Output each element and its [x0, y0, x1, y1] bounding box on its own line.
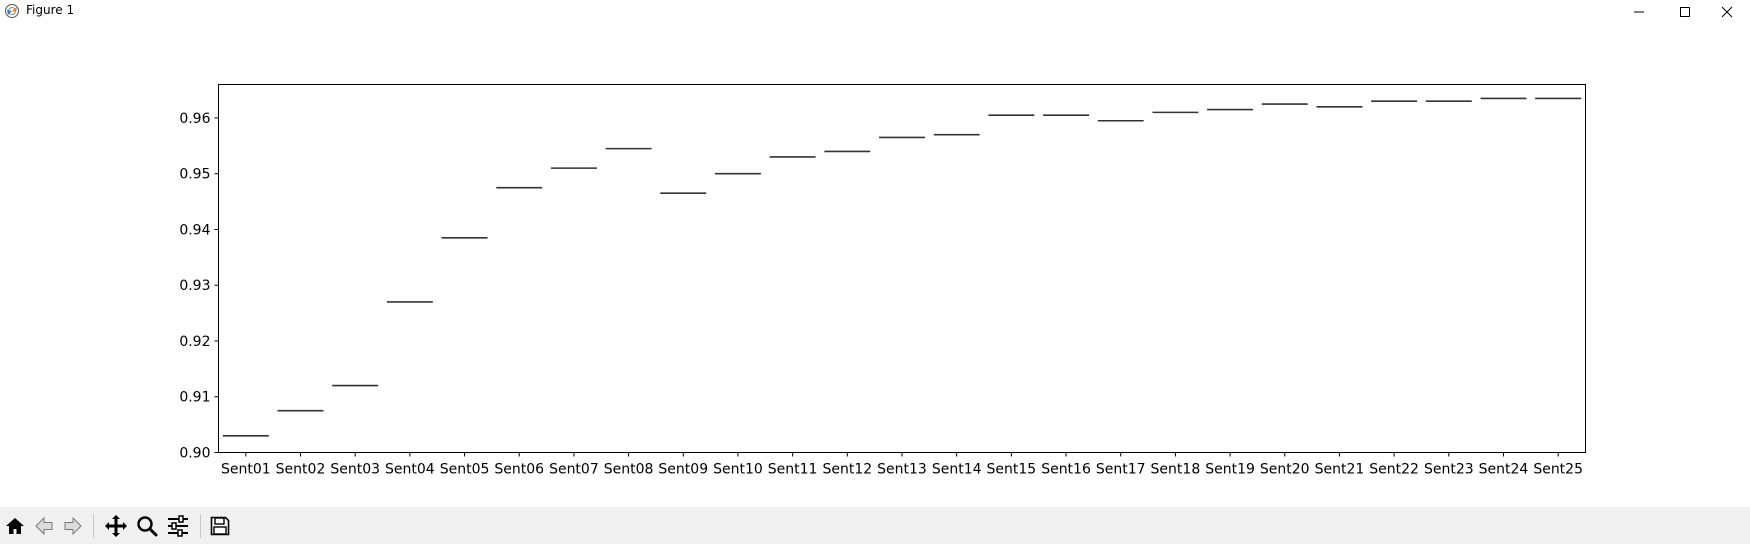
back-arrow-icon: [35, 516, 53, 536]
x-tick-label: Sent17: [1096, 462, 1146, 478]
close-icon: [1721, 6, 1733, 18]
x-tick-label: Sent23: [1424, 462, 1474, 478]
zoom-button[interactable]: [133, 512, 161, 540]
close-button[interactable]: [1704, 0, 1750, 24]
home-icon: [6, 518, 24, 534]
x-tick-label: Sent15: [987, 462, 1037, 478]
chart: 0.900.910.920.930.940.950.96 Sent01 Sent0…: [179, 84, 1586, 478]
x-tick-label: Sent01: [221, 462, 271, 478]
y-tick-label: 0.91: [179, 390, 210, 406]
window-titlebar: Figure 1: [0, 0, 1750, 24]
toolbar-separator: [200, 514, 201, 538]
plot-frame: [218, 84, 1586, 453]
x-tick-label: Sent21: [1315, 462, 1365, 478]
chart-marks: [222, 97, 1582, 437]
x-tick-label: Sent19: [1205, 462, 1255, 478]
y-tick-label: 0.96: [179, 111, 210, 127]
x-tick-label: Sent11: [768, 462, 818, 478]
x-tick-label: Sent06: [494, 462, 544, 478]
x-tick-label: Sent12: [822, 462, 872, 478]
y-tick-label: 0.95: [179, 167, 210, 183]
x-tick-label: Sent16: [1041, 462, 1091, 478]
zoom-icon: [137, 516, 158, 537]
x-tick-label: Sent22: [1369, 462, 1419, 478]
x-tick-label: Sent03: [330, 462, 380, 478]
y-tick-label: 0.90: [179, 446, 210, 462]
x-tick-label: Sent04: [385, 462, 435, 478]
toolbar-separator: [93, 514, 94, 538]
x-tick-label: Sent25: [1533, 462, 1583, 478]
home-button[interactable]: [1, 512, 29, 540]
x-tick-label: Sent07: [549, 462, 599, 478]
configure-subplots-button[interactable]: [164, 512, 192, 540]
x-tick-label: Sent10: [713, 462, 763, 478]
y-tick-label: 0.94: [179, 222, 210, 238]
forward-arrow-icon: [64, 516, 82, 536]
x-tick-label: Sent02: [276, 462, 326, 478]
x-tick-label: Sent20: [1260, 462, 1310, 478]
window-title: Figure 1: [26, 3, 75, 17]
x-tick-label: Sent09: [658, 462, 708, 478]
x-tick-label: Sent13: [877, 462, 927, 478]
maximize-button[interactable]: [1662, 0, 1708, 24]
maximize-icon: [1680, 7, 1690, 17]
minimize-icon: [1634, 11, 1644, 13]
y-tick-label: 0.92: [179, 334, 210, 350]
save-button[interactable]: [206, 512, 234, 540]
minimize-button[interactable]: [1616, 0, 1662, 24]
x-tick-label: Sent18: [1151, 462, 1201, 478]
configure-subplots-icon: [168, 515, 188, 537]
pan-button[interactable]: [102, 512, 130, 540]
x-tick-label: Sent08: [604, 462, 654, 478]
x-tick-label: Sent14: [932, 462, 982, 478]
pan-icon: [105, 515, 127, 537]
back-button[interactable]: [30, 512, 58, 540]
save-icon: [210, 516, 230, 536]
matplotlib-icon: [5, 4, 19, 18]
forward-button[interactable]: [59, 512, 87, 540]
navigation-toolbar: [0, 507, 1750, 544]
x-tick-label: Sent05: [440, 462, 490, 478]
x-tick-label: Sent24: [1479, 462, 1529, 478]
y-axis: 0.90 0.91 0.92 0.93 0.94 0.95 0.96: [179, 111, 219, 462]
x-axis: Sent01 Sent02 Sent03 Sent04 Sent05 Sent06 Sent…: [221, 452, 1583, 478]
y-tick-label: 0.93: [179, 278, 210, 294]
